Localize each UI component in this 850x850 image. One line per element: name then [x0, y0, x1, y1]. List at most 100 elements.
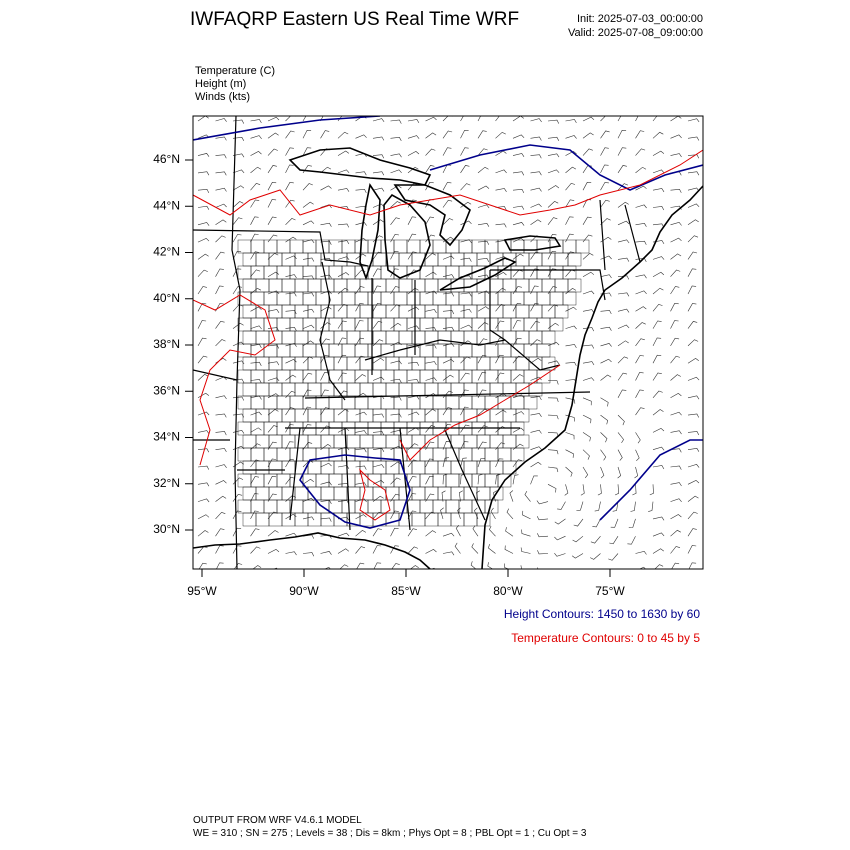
wind-barb	[337, 304, 348, 312]
wind-barb	[493, 490, 497, 502]
county	[458, 447, 473, 462]
wind-barb	[197, 465, 210, 470]
county	[242, 512, 257, 527]
county	[346, 434, 361, 449]
county	[333, 278, 348, 293]
wind-barb	[443, 570, 454, 574]
wind-barb	[215, 528, 225, 537]
wind-barb	[425, 441, 435, 450]
lon-label: 80°W	[493, 584, 523, 598]
wind-barb	[215, 171, 227, 176]
county	[242, 252, 257, 267]
county	[302, 343, 317, 358]
wind-barb	[600, 274, 612, 279]
county	[237, 343, 252, 358]
wind-barb	[425, 148, 436, 156]
wind-barb	[232, 119, 245, 124]
wind-barb	[547, 432, 559, 437]
county	[393, 239, 408, 254]
county	[536, 265, 551, 280]
wind-barb	[670, 448, 682, 453]
wind-barb	[267, 252, 279, 260]
wind-barb	[460, 165, 470, 174]
wind-barb	[547, 201, 559, 208]
wind-barb	[512, 474, 519, 485]
wind-barb	[648, 501, 654, 512]
wind-barb	[372, 545, 382, 554]
county	[294, 304, 309, 319]
county	[489, 356, 504, 371]
wind-barb	[512, 286, 522, 295]
wind-barb	[250, 459, 260, 468]
wind-barb	[320, 444, 332, 450]
county	[497, 473, 512, 488]
wind-barb	[337, 272, 350, 277]
wind-barb	[285, 199, 295, 208]
wind-barb	[617, 449, 623, 461]
lat-label: 30°N	[153, 522, 180, 536]
wind-barb	[670, 546, 681, 554]
wind-barb	[635, 274, 647, 279]
wind-barb	[355, 320, 364, 329]
wind-barb	[635, 240, 647, 245]
county	[320, 434, 335, 449]
county	[424, 252, 439, 267]
wind-barb	[617, 356, 629, 364]
county	[294, 512, 309, 527]
wind-barb	[565, 449, 574, 458]
wind-barb	[687, 154, 700, 159]
wind-barb	[390, 233, 400, 243]
wind-barb	[250, 510, 259, 520]
wind-barb	[530, 118, 542, 123]
wind-barb	[355, 337, 365, 347]
county	[458, 499, 473, 514]
county	[276, 447, 291, 462]
wind-barb	[635, 204, 647, 209]
wind-barb	[355, 374, 366, 381]
wind-barb	[521, 529, 531, 537]
wind-barb	[635, 389, 644, 398]
wind-barb	[547, 286, 557, 295]
county	[250, 395, 265, 410]
wind-barb	[458, 490, 463, 502]
county	[437, 460, 452, 475]
wind-barb	[512, 337, 522, 347]
county	[437, 356, 452, 371]
state-borders	[193, 116, 641, 569]
county	[398, 408, 413, 423]
county	[424, 460, 439, 475]
wind-barb	[250, 199, 260, 208]
wind-barb	[197, 392, 210, 399]
county	[281, 304, 296, 319]
county	[497, 317, 512, 332]
wind-barb	[617, 129, 627, 139]
wind-barb	[285, 441, 294, 450]
county	[263, 447, 278, 462]
county	[354, 369, 369, 384]
wind-barb	[267, 309, 280, 313]
wind-barb	[390, 169, 402, 174]
wind-barb	[215, 235, 226, 243]
wind-barb	[390, 360, 402, 365]
county	[263, 421, 278, 436]
wind-barb	[250, 325, 262, 330]
county	[372, 330, 387, 345]
wind-barb	[285, 407, 295, 416]
county	[476, 460, 491, 475]
wind-barb	[337, 240, 350, 245]
wind-barb	[547, 380, 559, 385]
wind-barb	[547, 153, 560, 158]
county	[281, 382, 296, 397]
height-contour	[193, 116, 381, 141]
wind-barb	[617, 165, 627, 174]
county	[411, 356, 426, 371]
county	[523, 265, 538, 280]
county	[385, 408, 400, 423]
wind-barb	[232, 185, 245, 191]
county	[406, 447, 421, 462]
wind-barb	[504, 563, 510, 569]
county	[549, 265, 564, 280]
county	[276, 499, 291, 514]
wind-barb	[600, 182, 609, 191]
